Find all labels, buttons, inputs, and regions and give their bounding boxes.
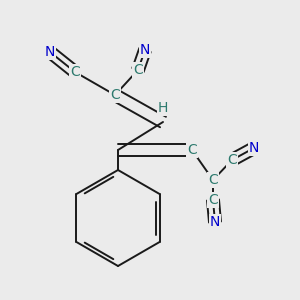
Text: C: C [110, 88, 120, 102]
Text: N: N [249, 141, 259, 155]
Text: C: C [187, 143, 197, 157]
Text: C: C [208, 173, 218, 187]
Text: H: H [158, 101, 168, 115]
Text: N: N [140, 43, 150, 57]
Text: C: C [70, 65, 80, 79]
Text: C: C [227, 153, 237, 167]
Text: C: C [133, 63, 143, 77]
Text: N: N [210, 215, 220, 229]
Text: N: N [45, 45, 55, 59]
Text: C: C [208, 193, 218, 207]
